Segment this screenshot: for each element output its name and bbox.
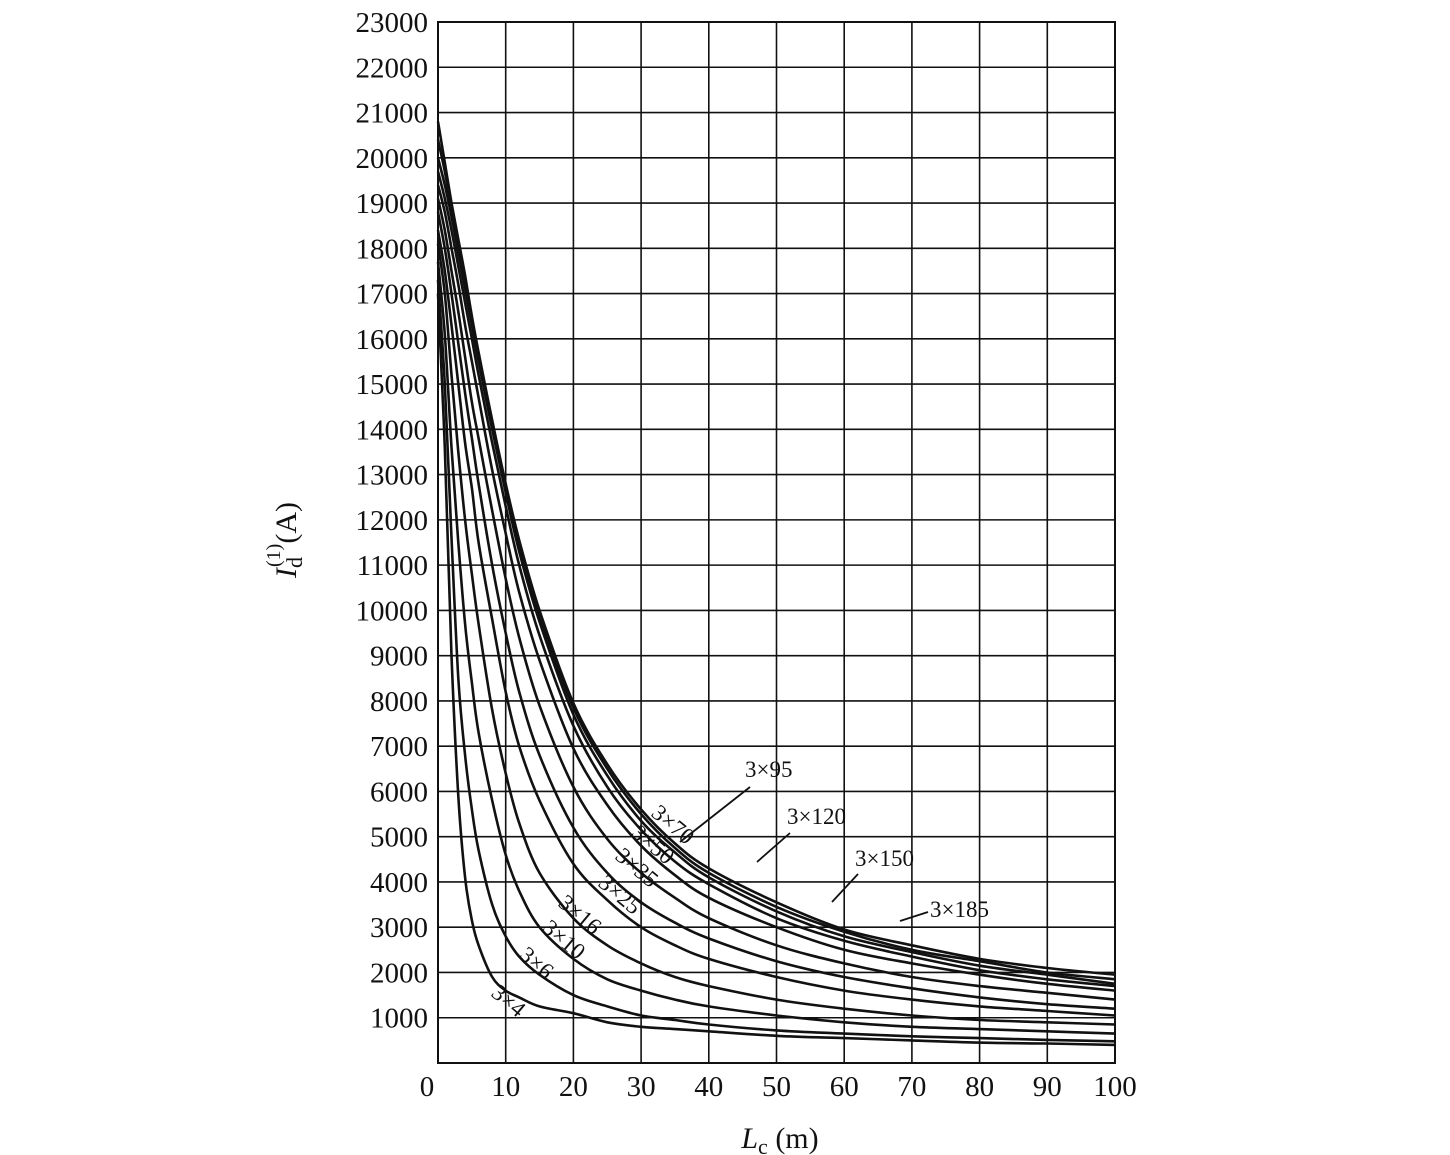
x-tick-label-40: 40 <box>694 1071 723 1103</box>
plot-frame <box>437 21 1116 1064</box>
y-axis-title-unit: (A) <box>270 502 303 544</box>
y-axis-title-sub: d <box>282 557 307 568</box>
y-tick-label-19000: 19000 <box>356 188 429 220</box>
x-tick-label-30: 30 <box>627 1071 656 1103</box>
leader-line-3x95 <box>679 786 751 843</box>
y-tick-label-7000: 7000 <box>370 731 428 763</box>
y-tick-label-22000: 22000 <box>356 52 429 84</box>
x-axis-title: Lc (m) <box>740 1122 818 1155</box>
y-axis-title-main: I <box>270 566 303 579</box>
x-tick-label-20: 20 <box>559 1071 588 1103</box>
y-axis-title: Id(1)(A) <box>263 502 307 579</box>
leader-line-3x150 <box>831 873 859 903</box>
x-tick-label-80: 80 <box>965 1071 994 1103</box>
x-axis-title-main: L <box>740 1122 758 1155</box>
x-tick-label-90: 90 <box>1033 1071 1062 1103</box>
y-tick-label-6000: 6000 <box>370 776 428 808</box>
series-label-3x150: 3×150 <box>855 846 914 871</box>
series-line-3x70 <box>436 184 1116 992</box>
y-axis-title-sup: (1) <box>263 544 285 567</box>
x-tick-label-100: 100 <box>1093 1071 1137 1103</box>
x-tick-label-10: 10 <box>491 1071 520 1103</box>
x-tick-label-60: 60 <box>830 1071 859 1103</box>
y-tick-label-5000: 5000 <box>370 822 428 854</box>
x-tick-label-70: 70 <box>897 1071 926 1103</box>
x-axis-title-unit: (m) <box>768 1122 819 1155</box>
y-tick-label-4000: 4000 <box>370 867 428 899</box>
x-tick-label-50: 50 <box>762 1071 791 1103</box>
series-line-3x4 <box>436 293 1116 1047</box>
series-line-3x6 <box>436 279 1116 1043</box>
series-line-3x10 <box>436 261 1116 1035</box>
series-line-3x25 <box>436 229 1116 1017</box>
leader-line-3x185 <box>899 911 929 922</box>
grid <box>437 21 1116 1064</box>
series-line-3x120 <box>436 157 1116 986</box>
series-line-3x95 <box>436 171 1116 988</box>
series-line-3x185 <box>436 121 1116 976</box>
x-tick-label-0: 0 <box>420 1071 435 1103</box>
y-tick-label-23000: 23000 <box>356 7 429 39</box>
y-tick-label-21000: 21000 <box>356 98 429 130</box>
tick-labels: 0 10 20 30 40 50 60 70 80 90 100 1000 2000 3000 4000 50… <box>356 7 1137 1103</box>
y-tick-label-12000: 12000 <box>356 505 429 537</box>
series-label-3x4: 3×4 <box>487 980 531 1023</box>
y-tick-label-11000: 11000 <box>357 550 428 582</box>
y-tick-label-20000: 20000 <box>356 143 429 175</box>
series-line-3x35 <box>436 211 1116 1010</box>
series-line-3x50 <box>436 198 1116 1001</box>
series-curves <box>436 121 1116 1047</box>
leader-line-3x120 <box>756 832 791 863</box>
series-label-3x95: 3×95 <box>745 757 792 782</box>
y-tick-label-1000: 1000 <box>370 1003 428 1035</box>
series-label-3x185: 3×185 <box>930 897 989 922</box>
y-tick-label-18000: 18000 <box>356 233 429 265</box>
y-tick-label-2000: 2000 <box>370 957 428 989</box>
x-axis-title-sub: c <box>758 1134 768 1155</box>
y-tick-label-8000: 8000 <box>370 686 428 718</box>
series-label-3x6: 3×6 <box>515 942 559 984</box>
y-tick-label-9000: 9000 <box>370 641 428 673</box>
series-label-3x120: 3×120 <box>787 804 846 829</box>
y-tick-label-13000: 13000 <box>356 460 429 492</box>
y-tick-label-16000: 16000 <box>356 324 429 356</box>
y-tick-label-17000: 17000 <box>356 279 429 311</box>
y-tick-label-14000: 14000 <box>356 414 429 446</box>
y-tick-label-15000: 15000 <box>356 369 429 401</box>
series-line-3x16 <box>436 243 1116 1026</box>
y-tick-label-3000: 3000 <box>370 912 428 944</box>
label-leaders <box>679 786 929 922</box>
y-tick-label-10000: 10000 <box>356 595 429 627</box>
